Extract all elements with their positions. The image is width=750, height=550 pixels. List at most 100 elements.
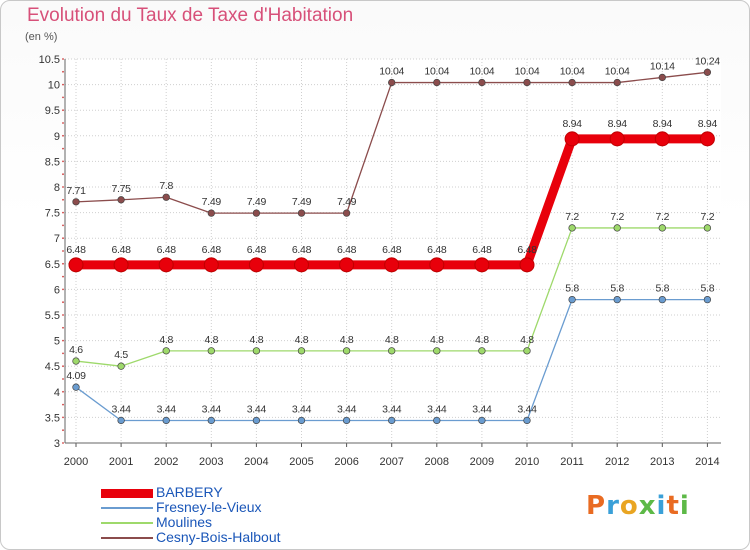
data-point xyxy=(117,196,125,204)
data-point xyxy=(248,257,264,273)
data-point xyxy=(342,209,351,217)
y-tick-label: 6.5 xyxy=(45,259,60,271)
y-minor-tick xyxy=(62,109,64,112)
y-minor-tick xyxy=(62,390,64,393)
data-point xyxy=(474,257,490,273)
y-minor-tick xyxy=(62,211,64,214)
y-minor-tick xyxy=(62,58,64,60)
data-label: 4.8 xyxy=(340,334,354,346)
data-point xyxy=(568,224,576,232)
chart-title: Evolution du Taux de Taxe d'Habitation xyxy=(27,5,354,26)
line-chart: 3 3.5 4 4.5 5 5.5 6 6.5 7 7.5 8 8.5 9 9.5 10 10.5 2000 20… xyxy=(39,54,721,468)
x-tick-label: 2003 xyxy=(199,456,223,468)
data-point xyxy=(433,416,441,425)
x-tick-label: 2005 xyxy=(289,456,313,468)
data-point xyxy=(72,383,80,391)
data-label: 3.44 xyxy=(157,403,177,415)
data-point xyxy=(433,78,441,87)
data-point xyxy=(613,295,621,304)
data-label: 3.44 xyxy=(517,403,537,415)
data-label: 3.44 xyxy=(202,403,222,415)
x-tick-label: 2006 xyxy=(334,456,358,468)
legend-swatch xyxy=(101,537,153,539)
data-label: 7.2 xyxy=(565,211,579,223)
data-label: 4.8 xyxy=(159,334,173,346)
data-label: 5.8 xyxy=(655,283,669,295)
data-label: 4.8 xyxy=(295,334,309,346)
data-point xyxy=(72,198,80,206)
data-point xyxy=(433,347,441,355)
data-point xyxy=(478,347,486,355)
x-tick-label: 2009 xyxy=(470,456,494,468)
y-tick-label: 9 xyxy=(54,131,60,143)
data-label: 5.8 xyxy=(701,283,715,295)
data-point xyxy=(519,257,535,273)
data-label: 6.48 xyxy=(111,244,131,256)
data-label: 7.71 xyxy=(66,185,86,197)
data-point xyxy=(72,357,80,365)
data-label: 10.04 xyxy=(379,66,404,78)
y-minor-tick xyxy=(62,262,64,265)
data-label: 6.48 xyxy=(202,244,222,256)
y-minor-tick xyxy=(62,403,64,406)
y-unit-label: (en %) xyxy=(25,31,58,43)
data-point xyxy=(117,362,125,370)
x-tick-label: 2013 xyxy=(650,456,674,468)
y-minor-tick xyxy=(62,416,64,419)
data-label: 7.49 xyxy=(202,196,222,208)
y-tick-label: 4.5 xyxy=(45,361,60,373)
x-tick-label: 2007 xyxy=(379,456,403,468)
data-point xyxy=(388,416,396,425)
data-point xyxy=(429,257,445,273)
legend-swatch xyxy=(101,488,153,498)
y-tick-label: 6 xyxy=(54,284,60,296)
y-minor-tick xyxy=(62,429,64,432)
data-point xyxy=(162,347,170,355)
data-label: 6.48 xyxy=(292,244,312,256)
logo-letter: o xyxy=(619,491,639,521)
y-minor-tick xyxy=(62,70,64,73)
y-tick-label: 7 xyxy=(54,233,60,245)
data-label: 10.04 xyxy=(424,66,449,78)
data-point xyxy=(388,347,396,355)
data-point xyxy=(207,209,215,217)
logo-letter: t xyxy=(666,491,680,521)
logo-letter: x xyxy=(638,491,657,521)
data-point xyxy=(568,78,576,87)
data-point xyxy=(339,257,355,273)
data-point xyxy=(297,347,306,355)
x-tick-label: 2008 xyxy=(425,456,449,468)
x-tick-label: 2001 xyxy=(109,456,133,468)
y-minor-tick xyxy=(62,326,64,329)
data-label: 10.04 xyxy=(515,66,540,78)
data-label: 8.94 xyxy=(608,118,628,130)
data-label: 4.8 xyxy=(430,334,444,346)
data-label: 4.8 xyxy=(385,334,399,346)
data-point xyxy=(658,224,666,232)
data-label: 3.44 xyxy=(382,403,402,415)
x-tick-label: 2000 xyxy=(64,456,88,468)
data-label: 7.49 xyxy=(247,196,267,208)
data-point xyxy=(703,224,712,232)
data-label: 8.94 xyxy=(653,118,673,130)
data-point xyxy=(113,257,129,273)
x-tick-label: 2014 xyxy=(695,456,719,468)
data-point xyxy=(252,209,261,217)
data-label: 7.8 xyxy=(159,180,173,192)
data-label: 6.48 xyxy=(337,244,357,256)
data-label: 6.48 xyxy=(66,244,86,256)
legend-swatch xyxy=(101,507,153,509)
y-minor-tick xyxy=(62,134,64,137)
y-tick-label: 8.5 xyxy=(45,156,60,168)
data-label: 3.44 xyxy=(292,403,312,415)
data-point xyxy=(207,347,215,355)
data-point xyxy=(252,416,261,425)
y-minor-tick xyxy=(62,314,64,316)
y-minor-tick xyxy=(62,339,64,342)
data-label: 3.44 xyxy=(427,403,447,415)
data-label: 4.09 xyxy=(66,370,86,382)
data-label: 8.94 xyxy=(562,118,582,130)
data-point xyxy=(658,295,666,304)
data-point xyxy=(523,347,531,355)
